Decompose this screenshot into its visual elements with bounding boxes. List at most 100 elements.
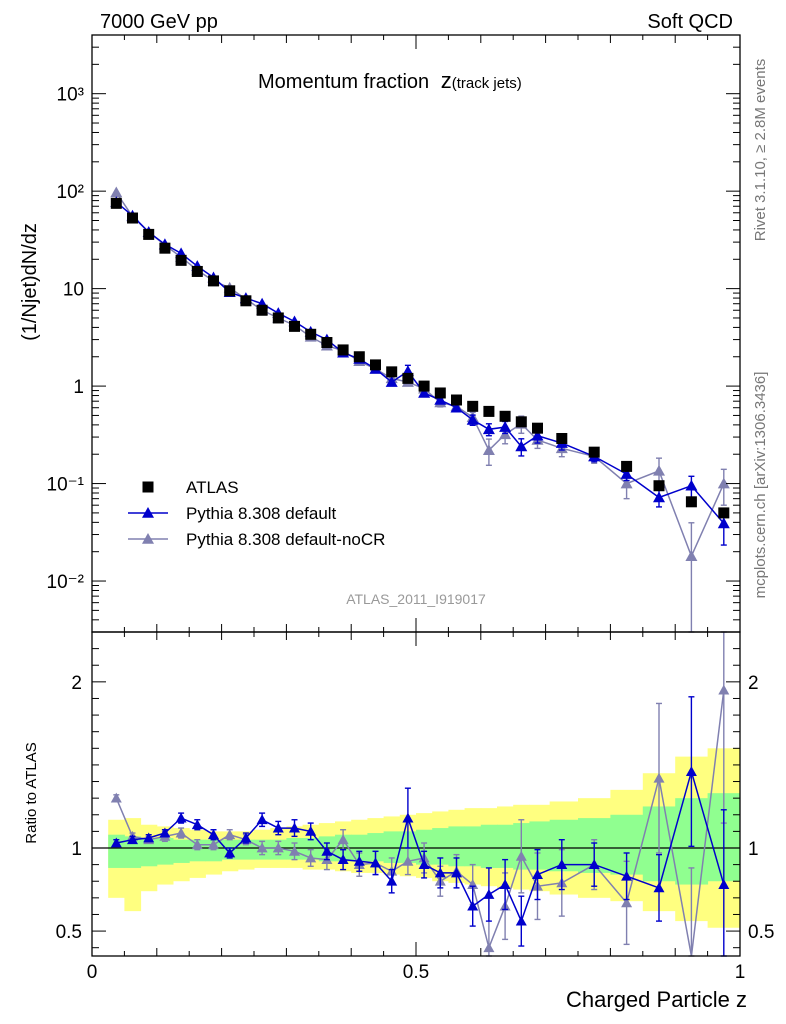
marker-atlas (621, 460, 633, 472)
x-tick-label: 0 (87, 962, 98, 983)
marker-atlas (653, 480, 665, 492)
marker-default (385, 376, 398, 387)
marker-default (466, 413, 479, 425)
ratio-marker-nocr (653, 772, 665, 783)
marker-default (531, 429, 544, 441)
marker-default (434, 393, 447, 405)
band-inner-bin (497, 824, 514, 868)
ratio-marker-default (402, 812, 414, 823)
legend-label: ATLAS (186, 478, 239, 497)
marker-atlas (305, 328, 317, 340)
ratio-marker-default (434, 867, 446, 878)
ratio-marker-default (499, 879, 511, 889)
ratio-marker-default (337, 854, 349, 865)
marker-atlas (175, 254, 187, 266)
ratio-marker-nocr (272, 842, 284, 853)
marker-nocr (482, 444, 495, 455)
ratio-marker-default (418, 859, 430, 870)
ratio-marker-nocr (621, 897, 633, 908)
ratio-marker-default (321, 845, 333, 856)
marker-default (450, 401, 463, 413)
mcplots-label: mcplots.cern.ch [arXiv:1306.3436] (752, 372, 769, 599)
ratio-marker-default (483, 889, 495, 899)
ratio-marker-nocr (208, 839, 219, 850)
legend-label: Pythia 8.308 default (186, 504, 337, 523)
marker-atlas (467, 400, 479, 412)
legend: ATLAS Pythia 8.308 default Pythia 8.308 de… (128, 478, 385, 549)
band-inner-bin (140, 838, 158, 867)
marker-nocr (620, 477, 633, 489)
marker-default (620, 468, 633, 479)
x-tick-label: 0.5 (403, 962, 429, 983)
marker-atlas (370, 359, 381, 371)
band-inner-bin (432, 828, 449, 865)
marker-default (482, 423, 495, 435)
header-right: Soft QCD (647, 11, 733, 33)
ratio-marker-default (256, 814, 268, 825)
ratio-marker-default (110, 837, 122, 848)
marker-default (515, 440, 528, 452)
y-tick-label: 10 (63, 280, 84, 301)
band-inner-bin (549, 819, 579, 872)
marker-atlas (110, 197, 122, 209)
legend-default-marker (142, 507, 154, 518)
marker-atlas (451, 394, 462, 406)
marker-atlas (402, 372, 414, 384)
marker-default (717, 517, 730, 529)
marker-atlas (515, 416, 527, 428)
band-inner-bin (529, 821, 551, 870)
ratio-marker-default (305, 825, 317, 836)
marker-default (653, 491, 665, 503)
x-tick-label: 1 (735, 962, 746, 983)
ratio-marker-nocr (515, 850, 527, 861)
ratio-series-group (110, 631, 730, 957)
marker-atlas (240, 295, 252, 307)
marker-atlas (483, 405, 495, 417)
ratio-marker-default (143, 832, 155, 843)
ratio-marker-nocr (224, 829, 236, 840)
ratio-marker-default (467, 900, 479, 911)
ratio-marker-default (451, 867, 462, 878)
ratio-marker-nocr (337, 834, 349, 845)
marker-atlas (718, 507, 730, 519)
ratio-marker-default (353, 855, 365, 866)
ratio-marker-default (556, 859, 568, 870)
legend-atlas-swatch (142, 481, 154, 493)
ratio-marker-nocr (110, 792, 122, 803)
main-title-sub: (track jets) (452, 75, 522, 92)
marker-default (685, 479, 698, 491)
ratio-y-tick-label: 0.5 (56, 922, 82, 943)
ratio-marker-default (240, 832, 252, 843)
band-inner-bin (124, 836, 142, 868)
ratio-marker-default (532, 869, 543, 879)
marker-atlas (386, 366, 398, 378)
marker-atlas (191, 265, 203, 277)
marker-atlas (159, 242, 171, 254)
ratio-ylabel: Ratio to ATLAS (23, 742, 40, 843)
y-tick-label: 10³ (57, 85, 84, 106)
ratio-marker-default (208, 829, 219, 840)
y-tick-label: 10⁻¹ (47, 475, 85, 496)
marker-atlas (685, 496, 697, 508)
marker-atlas (499, 410, 511, 422)
ratio-marker-nocr (175, 827, 187, 838)
legend-label: Pythia 8.308 default-noCR (186, 530, 385, 549)
main-ylabel: (1/Njet)dN/dz (19, 223, 41, 341)
analysis-label: ATLAS_2011_I919017 (346, 591, 486, 607)
marker-atlas (289, 320, 300, 332)
band-inner-bin (367, 833, 385, 862)
marker-atlas (272, 312, 284, 324)
main-title-z: z (441, 68, 452, 93)
ratio-marker-nocr (289, 845, 300, 856)
ratio-marker-default (289, 822, 300, 833)
ratio-marker-default (718, 879, 730, 889)
ratio-marker-default (159, 827, 171, 838)
main-series-group (110, 186, 730, 633)
marker-atlas (532, 422, 543, 434)
marker-atlas (418, 380, 430, 392)
marker-nocr (110, 186, 123, 198)
header-left: 7000 GeV pp (100, 11, 218, 33)
